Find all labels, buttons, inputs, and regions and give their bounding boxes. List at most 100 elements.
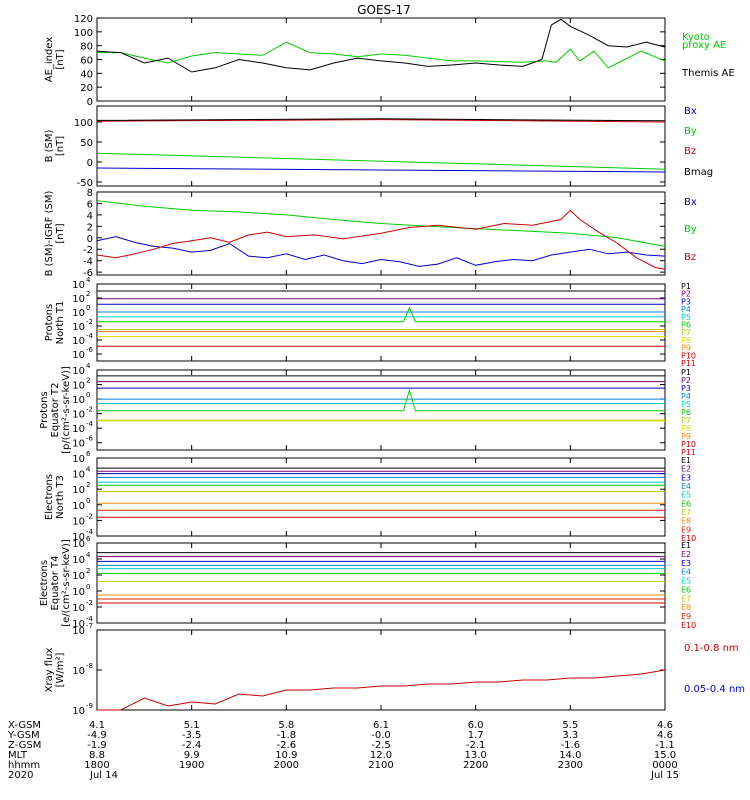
legend-label: P11 xyxy=(681,359,696,368)
y-tick-exponent: 4 xyxy=(86,551,91,559)
y-tick-exponent: -8 xyxy=(86,662,93,670)
panel-frame xyxy=(96,105,666,187)
y-tick-exponent: -6 xyxy=(86,346,94,354)
legend-label: Bx xyxy=(684,197,697,208)
x-row-value: 2100 xyxy=(368,760,393,771)
x-row-value: -3.5 xyxy=(182,730,202,741)
legend-label: Themis AE xyxy=(681,68,735,79)
legend-label: P6 xyxy=(681,408,691,417)
y-tick-label: 4 xyxy=(87,211,93,222)
y-tick-label: 0 xyxy=(87,234,93,245)
x-row-value: 6.1 xyxy=(373,720,389,731)
y-tick-exponent: -9 xyxy=(86,702,93,710)
x-row-value: 1900 xyxy=(179,760,204,771)
legend-label: P4 xyxy=(681,305,691,314)
legend-label: proxy AE xyxy=(682,40,726,51)
series-bmag-line xyxy=(96,118,666,122)
x-row-value: -1.9 xyxy=(87,740,107,751)
y-tick-label: 10 xyxy=(72,603,85,614)
series-0-1-0-8-nm-line xyxy=(97,669,666,711)
y-tick-exponent: -7 xyxy=(86,622,93,630)
y-tick-exponent: -4 xyxy=(86,615,94,623)
x-row-value: 4.6 xyxy=(657,720,673,731)
y-tick-exponent: -4 xyxy=(86,332,94,340)
y-tick-label: 10 xyxy=(72,587,85,598)
legend-label: E10 xyxy=(681,534,696,543)
x-row-value: 3.3 xyxy=(562,730,578,741)
y-axis-label: Protons xyxy=(39,391,50,428)
series-p6-line xyxy=(97,388,665,412)
y-tick-label: 10 xyxy=(72,381,85,392)
legend-label: Bx xyxy=(684,106,697,117)
legend-label: P2 xyxy=(681,290,691,299)
series-bx-line xyxy=(96,167,666,173)
y-tick-label: 10 xyxy=(72,350,85,361)
legend-label: E7 xyxy=(681,594,691,603)
series-kyoto-proxy-ae-line xyxy=(97,41,666,69)
y-tick-label: 6 xyxy=(87,199,93,210)
y-tick-label: 8 xyxy=(87,188,93,199)
legend-label: E6 xyxy=(681,585,691,594)
y-tick-label: 10 xyxy=(72,336,85,347)
y-tick-exponent: 4 xyxy=(86,466,91,474)
x-row-label: Y-GSM xyxy=(7,730,40,741)
y-tick-label: 10 xyxy=(72,410,85,421)
legend-label: P11 xyxy=(681,448,696,457)
legend-label: E1 xyxy=(681,541,691,550)
legend-label: P7 xyxy=(681,416,691,425)
y-tick-label: 80 xyxy=(80,42,93,53)
x-row-value: 0000 xyxy=(652,760,677,771)
x-row-value: -1.1 xyxy=(655,740,675,751)
x-row-value: Jul 15 xyxy=(650,770,679,781)
legend-label: Kyoto xyxy=(682,32,710,43)
y-tick-label: 20 xyxy=(80,83,93,94)
y-tick-exponent: 6 xyxy=(86,535,91,543)
y-tick-label: 10 xyxy=(72,470,85,481)
y-tick-exponent: -4 xyxy=(86,420,94,428)
y-tick-exponent: -2 xyxy=(86,406,93,414)
x-row-value: -2.4 xyxy=(182,740,202,751)
x-row-label: Z-GSM xyxy=(8,740,41,751)
x-row-value: -2.1 xyxy=(466,740,486,751)
x-row-label: MLT xyxy=(8,750,28,761)
x-row-value: -1.8 xyxy=(277,730,297,741)
series-by-line xyxy=(96,200,666,247)
y-axis-label: Electrons xyxy=(44,474,55,520)
x-row-label: X-GSM xyxy=(8,720,41,731)
legend-label: E7 xyxy=(681,508,691,517)
y-tick-exponent: 0 xyxy=(86,497,90,505)
series-bx-line xyxy=(96,236,666,267)
y-axis-label: Protons xyxy=(44,304,55,341)
y-tick-exponent: 2 xyxy=(86,481,90,489)
legend-label: P10 xyxy=(681,351,696,360)
y-axis-label: North T3 xyxy=(55,475,66,519)
x-axis-table: X-GSM 4.1 5.1 5.8 6.1 6.0 5.5 4.6Y-GSM -4.9 -3.5-… xyxy=(7,720,679,781)
x-row-value: 2300 xyxy=(558,760,583,771)
legend-label: P5 xyxy=(681,400,691,409)
x-row-value: 5.5 xyxy=(562,720,578,731)
legend-label: P7 xyxy=(681,328,691,337)
legend-label: E3 xyxy=(681,559,691,568)
y-tick-label: 10 xyxy=(72,626,85,637)
legend-label: E1 xyxy=(681,456,691,465)
legend-label: Bz xyxy=(684,146,696,157)
series-themis-ae-line xyxy=(96,18,666,73)
x-row-value: -2.6 xyxy=(277,740,297,751)
x-row-value: 1.7 xyxy=(468,730,484,741)
y-tick-label: 10 xyxy=(72,619,85,630)
legend-label: E2 xyxy=(681,465,691,474)
x-row-value: 5.8 xyxy=(278,720,294,731)
y-tick-label: 60 xyxy=(80,56,93,67)
x-row-value: 13.0 xyxy=(465,750,487,761)
x-row-value: 6.0 xyxy=(468,720,484,731)
panel-frame xyxy=(96,542,666,624)
y-tick-exponent: -4 xyxy=(86,528,94,536)
x-row-value: Jul 14 xyxy=(89,770,118,781)
legend-label: E5 xyxy=(681,577,691,586)
y-tick-exponent: 4 xyxy=(86,276,91,284)
x-row-label: 2020 xyxy=(8,770,33,781)
legend-label: Bz xyxy=(684,252,696,263)
legend-label: E9 xyxy=(681,525,691,534)
